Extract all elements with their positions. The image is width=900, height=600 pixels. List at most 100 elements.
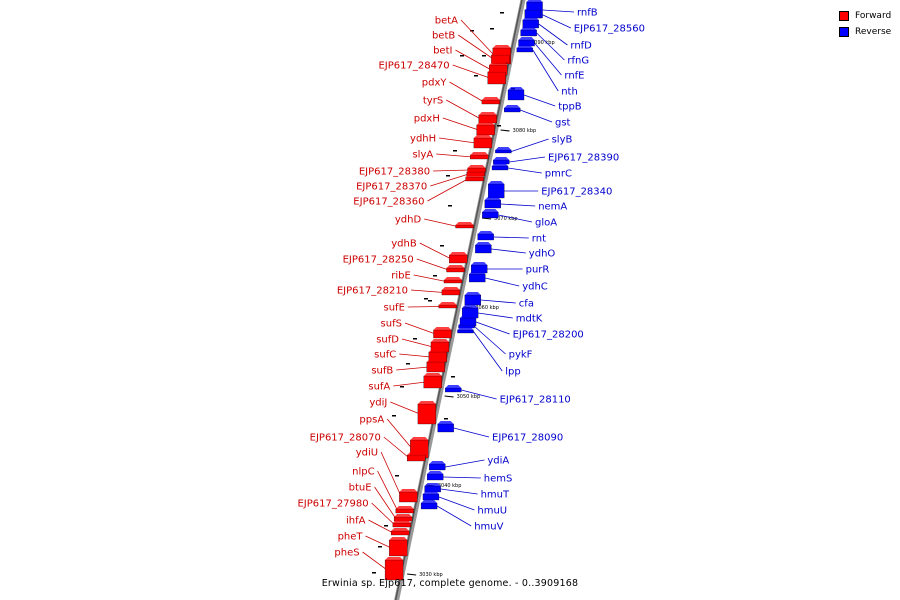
- forward-gene-ihfA-top: [391, 528, 410, 531]
- reverse-gene-label: EJP617_28200: [513, 330, 584, 341]
- reverse-gene-EJP617_28110-top: [445, 385, 462, 388]
- reverse-gene-hmuV-top: [421, 500, 438, 503]
- forward-gene-label: betB: [432, 31, 455, 42]
- reverse-gene-label: EJP617_28110: [500, 395, 571, 406]
- forward-connector: [396, 366, 429, 371]
- forward-gene-label: EJP617_28370: [356, 182, 427, 193]
- reverse-gene-EJP617_28340-body: [488, 183, 505, 199]
- forward-gene-label: EJP617_28360: [353, 197, 424, 208]
- reverse-connector: [523, 94, 556, 107]
- reverse-gene-rnfE-top: [518, 37, 535, 40]
- forward-connector: [383, 436, 410, 459]
- reverse-gene-EJP617_28090-top: [437, 421, 454, 424]
- forward-gene-EJP617_28250-top: [446, 265, 465, 268]
- legend-item-reverse: Reverse: [839, 25, 891, 39]
- feature-marker: [428, 300, 432, 302]
- forward-gene-pdxY-top: [481, 97, 500, 100]
- forward-gene-label: tyrS: [423, 96, 443, 107]
- reverse-connector: [436, 505, 472, 527]
- forward-gene-slyA-top: [470, 152, 489, 155]
- forward-connector: [442, 117, 479, 131]
- forward-gene-label: EJP617_28210: [337, 286, 408, 297]
- forward-connector: [407, 306, 441, 308]
- reverse-gene-ydhO-top: [475, 242, 492, 245]
- legend-label-forward: Forward: [855, 11, 892, 21]
- forward-gene-ydhD-body: [455, 224, 474, 229]
- forward-gene-pheT-top: [389, 537, 408, 540]
- reverse-gene-lpp-body: [457, 329, 474, 334]
- reverse-gene-pmrC-top: [492, 163, 509, 166]
- forward-gene-label: betI: [433, 46, 452, 57]
- forward-gene-ydhH-body: [473, 137, 493, 149]
- reverse-gene-gst-top: [504, 105, 521, 108]
- reverse-gene-label: tppB: [558, 102, 582, 113]
- feature-marker: [451, 376, 455, 378]
- forward-gene-pheS-top: [385, 557, 404, 560]
- reverse-connector: [542, 9, 575, 13]
- reverse-gene-nth-body: [516, 47, 533, 53]
- reverse-connector: [474, 326, 506, 355]
- feature-marker: [446, 175, 450, 177]
- reverse-gene-label: rnfB: [577, 8, 598, 19]
- reverse-gene-ydiA-body: [429, 463, 446, 471]
- reverse-gene-rnfD-body: [522, 19, 539, 29]
- feature-marker: [378, 546, 382, 548]
- forward-gene-label: sufB: [371, 366, 393, 377]
- feature-marker: [400, 386, 404, 388]
- forward-gene-ydiU-body: [399, 491, 418, 503]
- reverse-gene-EJP617_28110-body: [445, 387, 462, 393]
- reverse-connector: [475, 321, 510, 335]
- forward-gene-sufC-top: [428, 349, 447, 352]
- feature-marker: [444, 418, 448, 420]
- reverse-gene-label: slyB: [552, 135, 573, 146]
- reverse-gene-ydhC-top: [469, 271, 486, 274]
- legend-item-forward: Forward: [839, 9, 891, 23]
- forward-connector: [380, 451, 402, 498]
- forward-gene-label: ydhH: [410, 134, 436, 145]
- reverse-gene-label: rnfE: [564, 71, 584, 82]
- forward-gene-betB-body: [491, 54, 510, 64]
- reverse-gene-label: EJP617_28390: [548, 153, 619, 164]
- reverse-gene-label: hmuT: [481, 490, 510, 501]
- reverse-gene-EJP617_28340-top: [488, 181, 505, 184]
- forward-connector: [455, 49, 492, 71]
- scale-tick: [407, 573, 417, 576]
- forward-gene-EJP617_28470-body: [487, 71, 506, 85]
- forward-gene-pheS-body: [384, 559, 404, 581]
- reverse-connector: [473, 331, 503, 372]
- forward-connector: [457, 34, 494, 60]
- forward-gene-EJP617_28360-top: [465, 174, 484, 177]
- reverse-gene-gloA-top: [482, 209, 499, 212]
- reverse-connector: [438, 496, 475, 511]
- forward-gene-ydhH-top: [473, 135, 492, 138]
- feature-marker: [372, 572, 376, 574]
- reverse-connector: [443, 476, 481, 479]
- scale-tick-label: 3080 kbp: [513, 128, 537, 134]
- forward-gene-label: EJP617_27980: [297, 499, 368, 510]
- blue-square-swatch-icon: [839, 27, 849, 37]
- forward-gene-label: EJP617_28380: [359, 167, 430, 178]
- reverse-connector: [453, 427, 490, 438]
- reverse-gene-label: gst: [555, 118, 571, 129]
- forward-gene-sufB-top: [426, 359, 445, 362]
- reverse-gene-ydhO-body: [475, 244, 492, 254]
- reverse-gene-rnt-body: [477, 233, 494, 241]
- forward-gene-label: slyA: [412, 150, 433, 161]
- red-square-swatch-icon: [839, 11, 849, 21]
- reverse-gene-label: EJP617_28560: [574, 24, 645, 35]
- forward-gene-ydhB-top: [449, 252, 468, 255]
- reverse-gene-label: EJP617_28090: [492, 433, 563, 444]
- legend: Forward Reverse: [839, 9, 891, 41]
- forward-gene-label: pheT: [338, 532, 364, 543]
- forward-gene-ribE-top: [444, 277, 463, 280]
- forward-gene-EJP617_28070-top: [407, 452, 426, 455]
- forward-gene-sufS-body: [433, 329, 452, 339]
- feature-marker: [460, 55, 464, 57]
- feature-marker: [500, 12, 504, 14]
- reverse-connector: [445, 459, 485, 468]
- scale-tick-label: 3090 kbp: [531, 40, 555, 46]
- reverse-gene-EJP617_28390-top: [493, 157, 510, 160]
- reverse-gene-EJP617_28090-body: [437, 423, 454, 433]
- forward-gene-sufB-body: [426, 361, 445, 373]
- feature-marker: [433, 275, 437, 277]
